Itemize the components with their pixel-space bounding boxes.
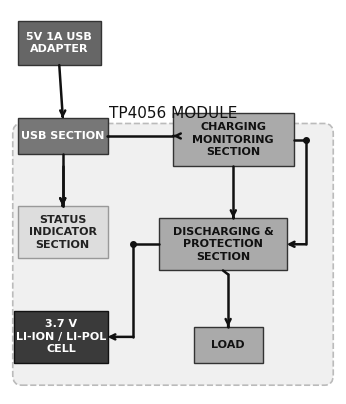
- FancyBboxPatch shape: [15, 311, 108, 363]
- FancyBboxPatch shape: [18, 118, 108, 154]
- Text: 5V 1A USB
ADAPTER: 5V 1A USB ADAPTER: [26, 32, 92, 54]
- FancyBboxPatch shape: [13, 124, 333, 385]
- FancyBboxPatch shape: [18, 206, 108, 259]
- Text: STATUS
INDICATOR
SECTION: STATUS INDICATOR SECTION: [29, 215, 97, 250]
- FancyBboxPatch shape: [18, 21, 101, 65]
- Text: LOAD: LOAD: [211, 340, 245, 350]
- FancyBboxPatch shape: [159, 218, 287, 270]
- Text: USB SECTION: USB SECTION: [21, 131, 104, 141]
- Text: TP4056 MODULE: TP4056 MODULE: [109, 106, 237, 121]
- Text: CHARGING
MONITORING
SECTION: CHARGING MONITORING SECTION: [192, 122, 274, 157]
- FancyBboxPatch shape: [173, 114, 294, 166]
- FancyBboxPatch shape: [194, 327, 263, 363]
- Text: 3.7 V
LI-ION / LI-POL
CELL: 3.7 V LI-ION / LI-POL CELL: [16, 320, 106, 354]
- Text: DISCHARGING &
PROTECTION
SECTION: DISCHARGING & PROTECTION SECTION: [173, 227, 273, 262]
